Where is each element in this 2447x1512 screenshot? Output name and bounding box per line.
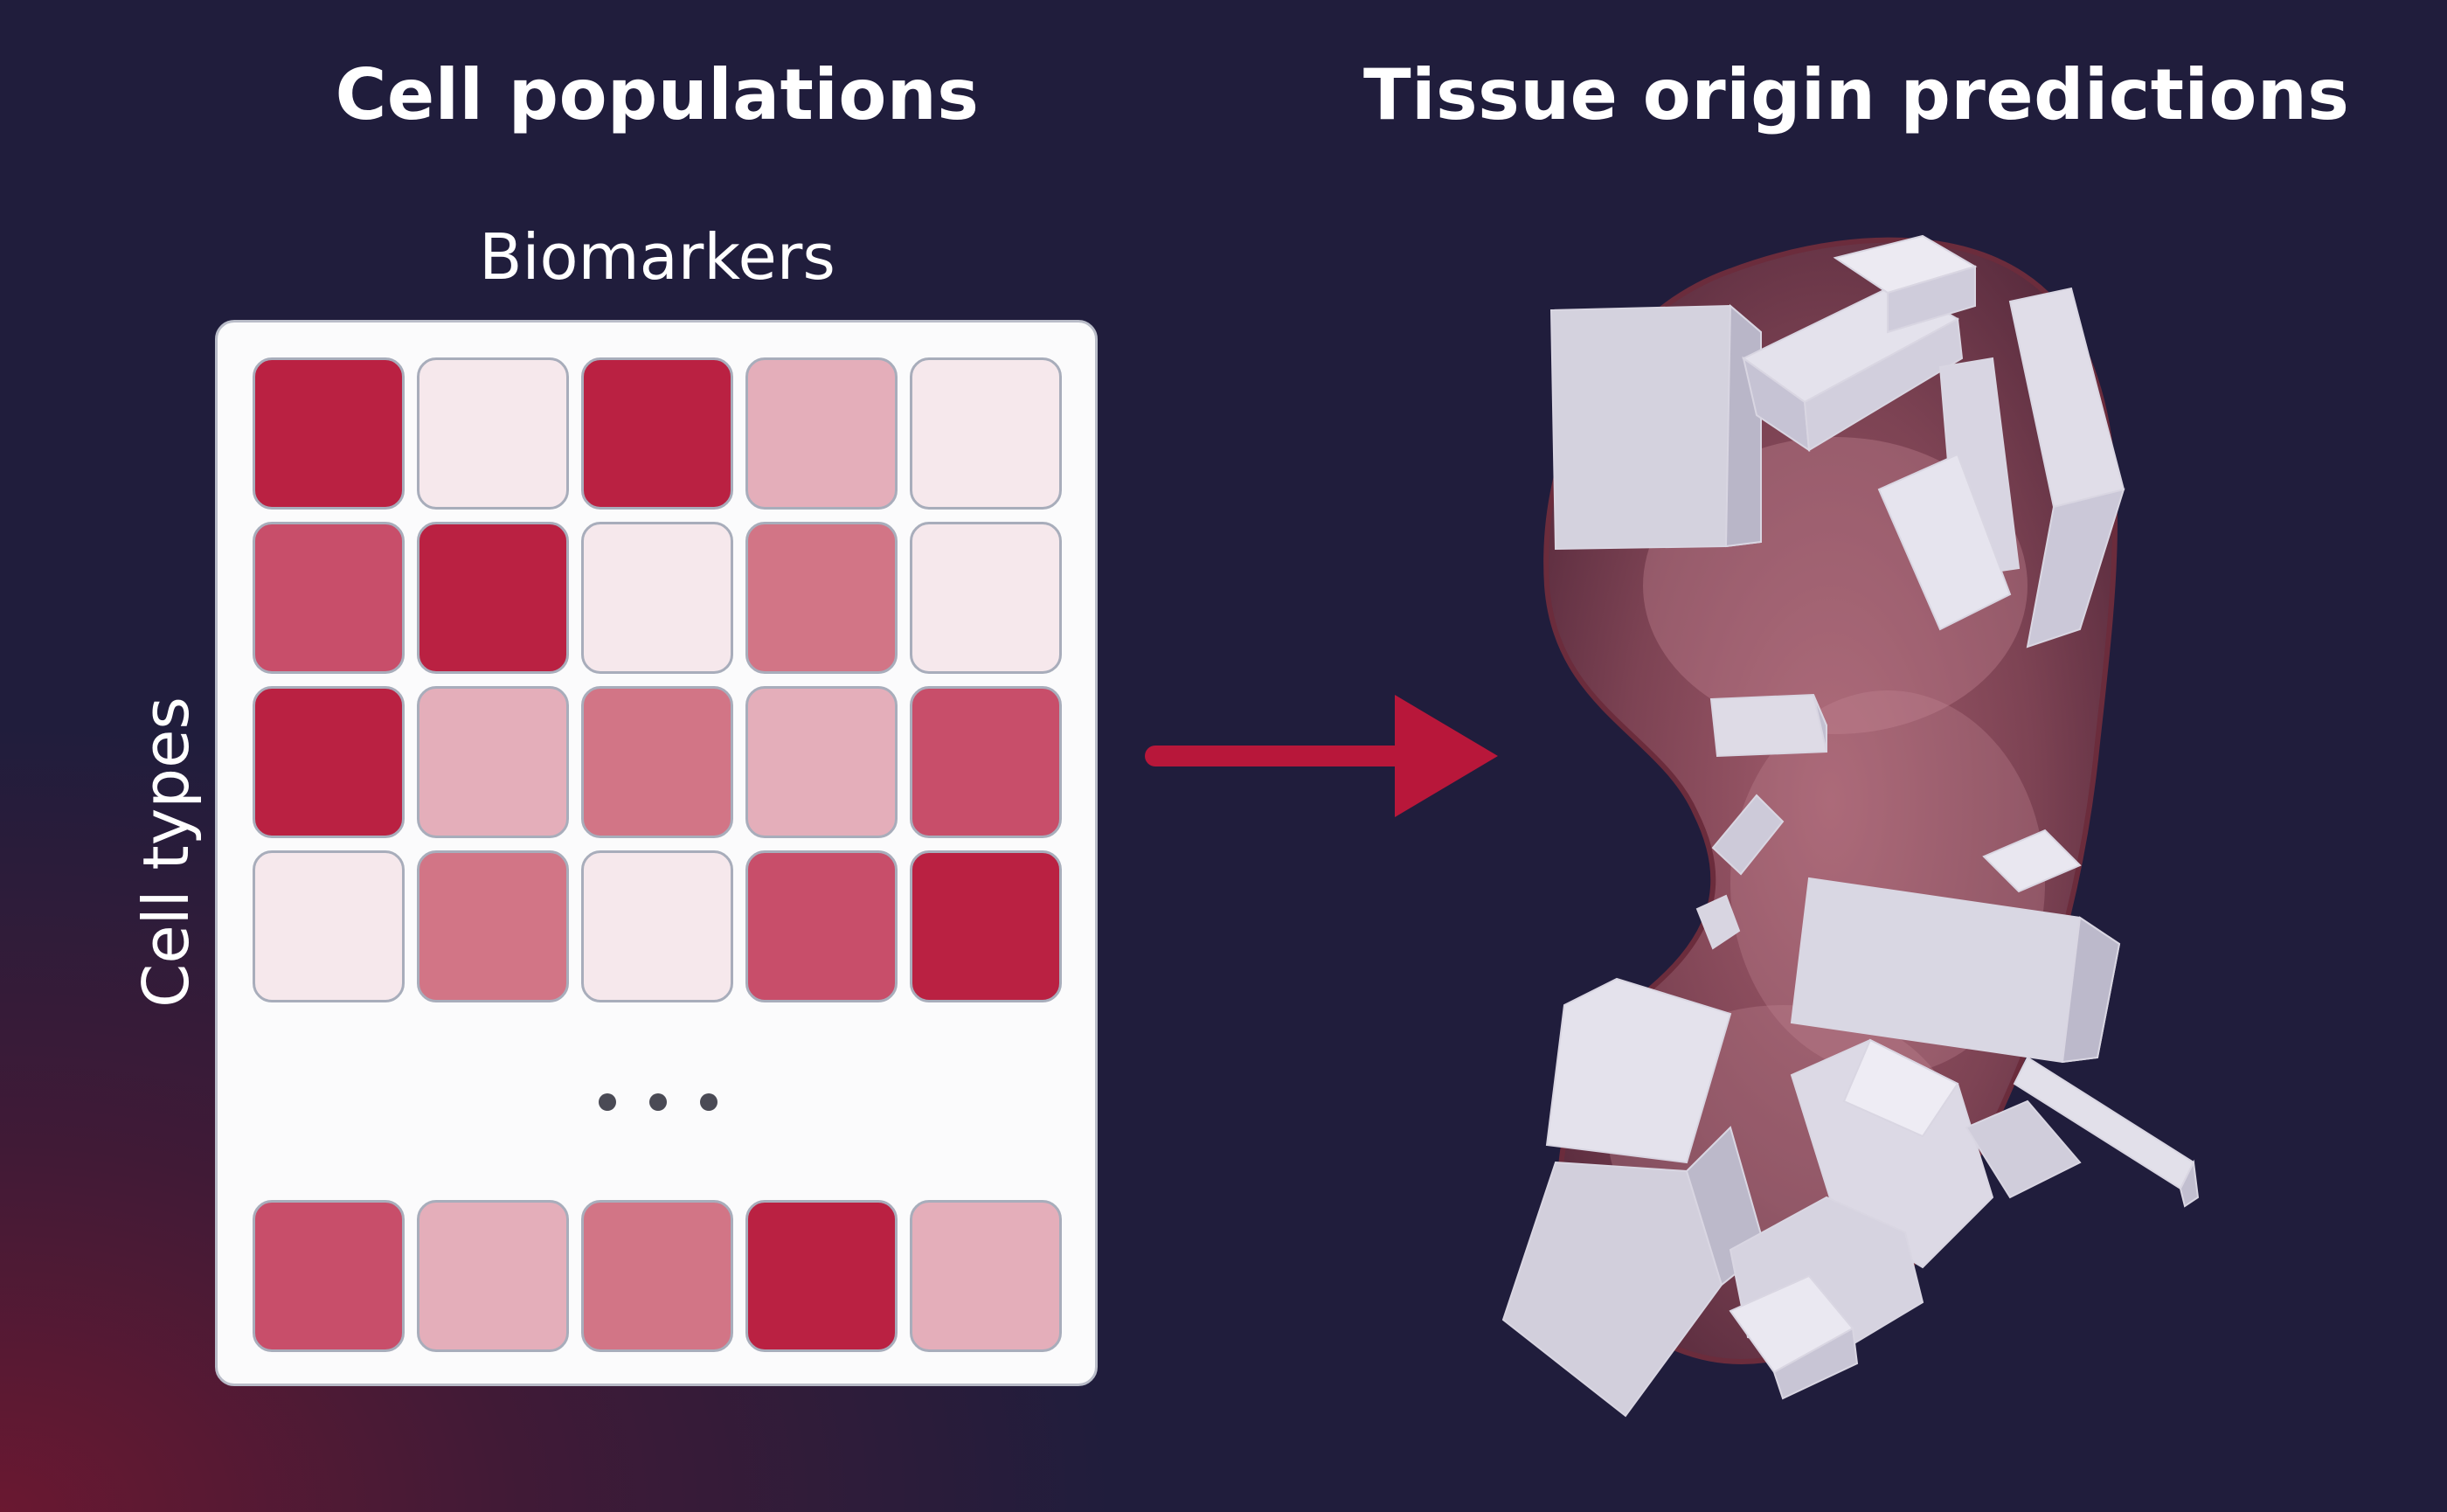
matrix-cell	[581, 357, 733, 510]
matrix-cell	[910, 357, 1062, 510]
biomarkers-axis-label: Biomarkers	[479, 220, 835, 294]
ellipsis-dot	[649, 1093, 667, 1111]
matrix-cell	[417, 522, 569, 674]
matrix-cell	[581, 686, 733, 838]
matrix-cell	[910, 1200, 1062, 1352]
matrix-cell	[745, 1200, 898, 1352]
matrix-cell	[253, 357, 405, 510]
crystal-blocks	[1501, 234, 2200, 1418]
matrix-cell	[417, 850, 569, 1002]
matrix-cell	[417, 357, 569, 510]
matrix-cell	[253, 850, 405, 1002]
cell-populations-title: Cell populations	[335, 54, 980, 135]
matrix-cell	[745, 357, 898, 510]
matrix-cell	[910, 522, 1062, 674]
arrow-right-icon	[1145, 695, 1498, 817]
tissue-origin-predictions-title: Tissue origin predictions	[1363, 54, 2350, 135]
matrix-cell	[417, 686, 569, 838]
matrix-cell	[253, 686, 405, 838]
matrix-cell	[253, 522, 405, 674]
matrix-cell	[745, 850, 898, 1002]
matrix-cell	[581, 850, 733, 1002]
ellipsis-dot	[599, 1093, 616, 1111]
matrix-cell	[253, 1200, 405, 1352]
cell-types-axis-label: Cell types	[129, 697, 203, 1008]
matrix-cell	[745, 522, 898, 674]
matrix-cell	[910, 686, 1062, 838]
ellipsis-dot	[700, 1093, 717, 1111]
biomarker-matrix-panel	[215, 320, 1098, 1386]
matrix-cell	[910, 850, 1062, 1002]
matrix-cell	[417, 1200, 569, 1352]
matrix-cell	[581, 1200, 733, 1352]
matrix-cell	[581, 522, 733, 674]
tissue-organ-illustration	[1501, 234, 2200, 1418]
matrix-cell	[745, 686, 898, 838]
